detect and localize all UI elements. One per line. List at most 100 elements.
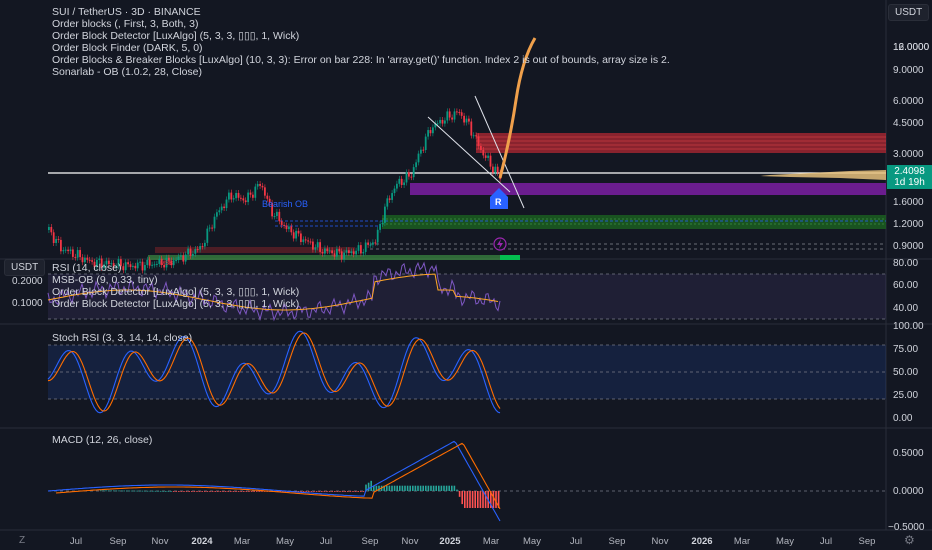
macd-histogram-bar [419, 485, 422, 491]
macd-histogram-bar [188, 491, 190, 492]
msb-zone [148, 255, 520, 260]
symbol-title[interactable]: SUI / TetherUS · 3D · BINANCE [52, 6, 201, 18]
macd-histogram-bar [417, 485, 419, 491]
candle [136, 262, 139, 269]
left-currency-badge[interactable]: USDT [4, 259, 46, 276]
candle [321, 251, 324, 254]
macd-histogram-bar [321, 491, 323, 492]
time-axis-label: May [276, 536, 294, 547]
candle [312, 241, 314, 250]
macd-histogram-bar [427, 485, 430, 491]
price-axis-label: 0.9000 [893, 241, 924, 252]
macd-histogram-bar [360, 491, 362, 492]
macd-histogram-bar [456, 489, 458, 491]
indicator-legend-2[interactable]: Order Block Detector [LuxAlgo] (5, 3, 3,… [52, 30, 300, 42]
time-axis-label: Jul [319, 536, 333, 547]
indicator-legend-1[interactable]: Order blocks (, First, 3, Both, 3) [52, 18, 199, 30]
macd-histogram-bar [406, 485, 409, 491]
candle [91, 260, 93, 262]
macd-histogram-bar [175, 491, 177, 492]
candle [199, 246, 201, 250]
stoch-title[interactable]: Stoch RSI (3, 3, 14, 14, close) [52, 332, 193, 344]
left-axis-label: 0.1000 [12, 298, 43, 309]
candle [110, 263, 113, 265]
indicator-legend-4[interactable]: Order Blocks & Breaker Blocks [LuxAlgo] … [52, 54, 670, 66]
candle [372, 242, 374, 245]
candle [117, 259, 120, 267]
macd-title[interactable]: MACD (12, 26, close) [52, 434, 153, 446]
macd-histogram-bar [256, 491, 258, 492]
macd-histogram-bar [248, 491, 250, 492]
macd-histogram-bar [471, 491, 474, 508]
candle [333, 253, 336, 257]
macd-histogram-bar [253, 491, 255, 492]
indicator-legend-5[interactable]: Sonarlab - OB (1.0.2, 28, Close) [52, 66, 202, 78]
r-marker [490, 188, 508, 209]
candle [295, 230, 297, 239]
candle [343, 252, 345, 260]
candle [384, 206, 386, 223]
indicator-legend-3[interactable]: Order Block Finder (DARK, 5, 0) [52, 42, 203, 54]
candle [175, 260, 177, 262]
rsi-axis-label: 40.00 [893, 303, 919, 314]
macd-histogram-bar [393, 485, 396, 491]
time-axis-label: Sep [608, 536, 626, 547]
macd-histogram-bar [336, 491, 339, 492]
rsi-sub-legend[interactable]: Order Block Detector [LuxAlgo] (5, 3, 3,… [52, 286, 300, 298]
candle [112, 263, 115, 267]
lightning-icon[interactable] [493, 237, 507, 251]
candle [345, 250, 348, 253]
macd-histogram-bar [297, 491, 300, 492]
macd-histogram-bar [141, 490, 144, 492]
macd-histogram-bar [258, 491, 261, 492]
rsi-title[interactable]: RSI (14, close) [52, 262, 122, 274]
candle [494, 166, 497, 173]
rsi-sub-legend[interactable]: MSB-OB (9, 0.33, tiny) [52, 274, 158, 286]
macd-histogram-bar [412, 485, 414, 491]
currency-badge[interactable]: USDT [888, 4, 930, 21]
macd-histogram-bar [352, 491, 354, 492]
candle [448, 111, 451, 118]
candle [132, 265, 134, 268]
candle [441, 119, 444, 124]
candle [206, 228, 209, 243]
trendline-down[interactable] [427, 116, 511, 193]
trendline-steep[interactable] [474, 95, 525, 209]
candle [357, 245, 360, 251]
candle [252, 194, 254, 198]
macd-histogram-bar [204, 491, 206, 492]
candle [93, 261, 96, 268]
macd-histogram-bar [240, 491, 242, 492]
macd-histogram-bar [230, 491, 232, 492]
price-axis-label: 9.0000 [893, 65, 924, 76]
candle [153, 264, 156, 266]
macd-histogram-bar [362, 491, 365, 492]
macd-histogram-bar [399, 485, 401, 491]
candle [285, 225, 288, 230]
candle [108, 260, 110, 265]
macd-histogram-bar [461, 491, 463, 505]
macd-histogram-bar [165, 490, 167, 492]
candle-countdown: 1d 19h [894, 177, 925, 188]
candle [453, 111, 456, 120]
macd-histogram-bar [425, 485, 427, 491]
rsi-sub-legend[interactable]: Order Block Detector [LuxAlgo] (5, 3, 3,… [52, 298, 300, 310]
projection-arrow[interactable] [498, 37, 537, 179]
timezone-icon[interactable]: Z [19, 535, 26, 546]
candle [67, 249, 69, 252]
bearish-ob-label: Bearish OB [262, 199, 309, 209]
candle [232, 198, 235, 200]
macd-histogram-bar [126, 490, 128, 492]
macd-histogram-bar [466, 491, 469, 508]
candle [216, 212, 218, 217]
candle [208, 227, 211, 229]
macd-histogram-bar [349, 491, 352, 492]
settings-icon[interactable]: ⚙ [904, 533, 915, 547]
macd-histogram-bar [237, 491, 240, 492]
macd-histogram-bar [497, 491, 500, 508]
macd-histogram-bar [279, 491, 281, 492]
candle [420, 149, 422, 154]
candle [194, 249, 197, 254]
candle [278, 211, 281, 222]
